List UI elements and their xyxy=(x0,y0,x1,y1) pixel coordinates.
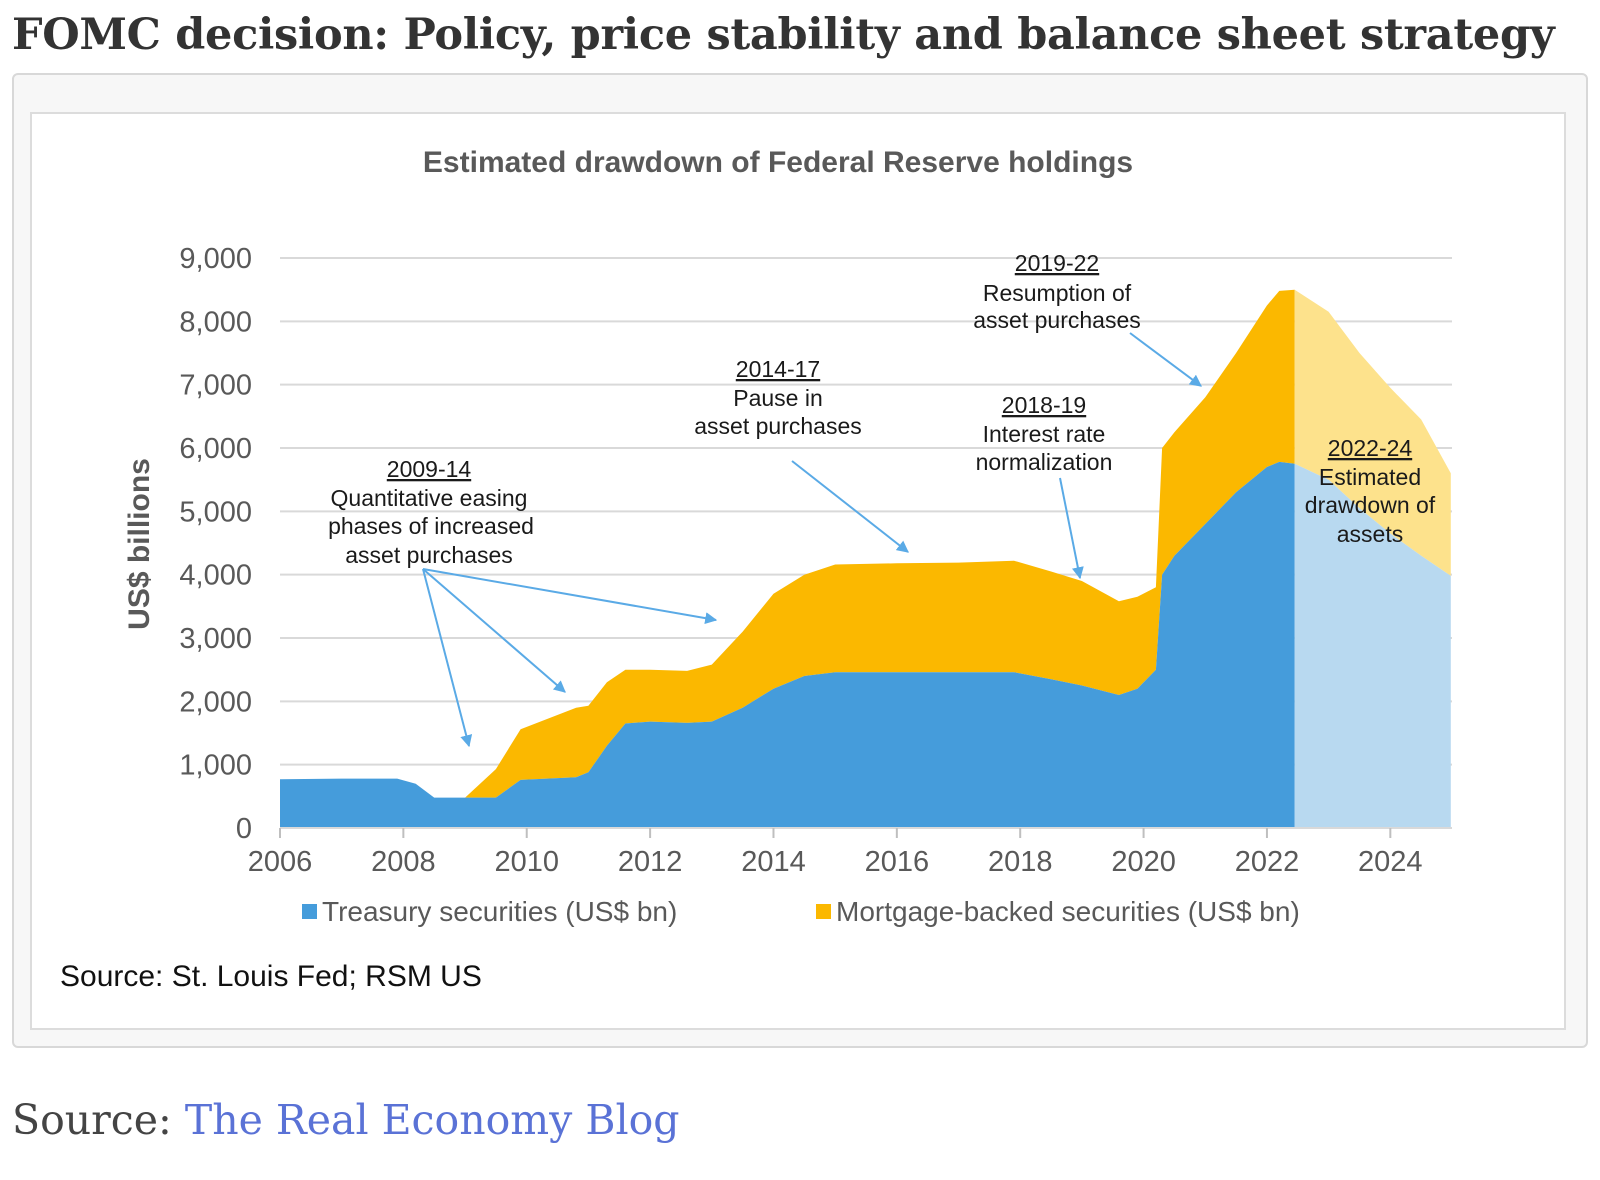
annotation-period: 2014-17 xyxy=(736,356,820,382)
x-tick-label: 2006 xyxy=(248,846,313,878)
x-tick-label: 2008 xyxy=(371,846,436,878)
fed-holdings-chart: Estimated drawdown of Federal Reserve ho… xyxy=(60,146,1452,993)
annotation-line: Resumption of xyxy=(983,280,1132,306)
annotation-arrow xyxy=(791,460,909,553)
legend-label-treasury: Treasury securities (US$ bn) xyxy=(322,896,677,927)
annotation-line: asset purchases xyxy=(345,542,512,568)
annotation-period: 2022-24 xyxy=(1328,435,1413,461)
area-mbs-estimated xyxy=(1294,289,1451,576)
y-tick-label: 2,000 xyxy=(179,686,252,718)
y-tick-label: 1,000 xyxy=(179,750,252,782)
x-tick-label: 2012 xyxy=(618,846,683,878)
y-tick-label: 4,000 xyxy=(179,560,252,592)
annotation-line: Pause in xyxy=(733,385,823,411)
area-mbs xyxy=(280,289,1295,798)
annotation-line: drawdown of xyxy=(1305,492,1436,518)
annotation-period: 2018-19 xyxy=(1002,392,1086,418)
legend-label-mbs: Mortgage-backed securities (US$ bn) xyxy=(836,896,1300,927)
annotation-line: asset purchases xyxy=(694,413,861,439)
page-title: FOMC decision: Policy, price stability a… xyxy=(12,10,1555,60)
legend: Treasury securities (US$ bn) Mortgage-ba… xyxy=(302,896,1300,927)
annotation-line: Estimated xyxy=(1319,464,1421,490)
source-link[interactable]: The Real Economy Blog xyxy=(184,1096,680,1144)
annotation-line: normalization xyxy=(976,449,1113,475)
annotation-line: asset purchases xyxy=(973,307,1140,333)
legend-swatch-mbs xyxy=(816,904,831,919)
x-tick-label: 2014 xyxy=(741,846,806,878)
annotation-2014-17: 2014-17 Pause in asset purchases xyxy=(694,356,909,553)
annotation-2009-14: 2009-14 Quantitative easing phases of in… xyxy=(328,456,718,748)
annotation-arrow xyxy=(1129,332,1202,387)
x-tick-label: 2022 xyxy=(1235,846,1300,878)
y-axis-label: US$ billions xyxy=(123,458,156,630)
chart-source-note: Source: St. Louis Fed; RSM US xyxy=(60,960,482,993)
annotation-2022-24: 2022-24 Estimated drawdown of assets xyxy=(1305,435,1436,547)
annotation-line: Interest rate xyxy=(983,421,1106,447)
chart-container: Estimated drawdown of Federal Reserve ho… xyxy=(30,112,1566,1030)
annotation-line: phases of increased xyxy=(328,513,534,539)
y-tick-label: 9,000 xyxy=(179,243,252,275)
x-tick-label: 2010 xyxy=(494,846,559,878)
x-tick-label: 2024 xyxy=(1358,846,1423,878)
annotation-arrow xyxy=(422,568,718,625)
x-tick-label: 2018 xyxy=(988,846,1053,878)
chart-title: Estimated drawdown of Federal Reserve ho… xyxy=(423,146,1133,179)
area-treasury xyxy=(280,461,1295,828)
annotation-period: 2009-14 xyxy=(387,456,472,482)
y-tick-label: 3,000 xyxy=(179,623,252,655)
x-tick-label: 2020 xyxy=(1111,846,1176,878)
legend-swatch-treasury xyxy=(302,904,317,919)
annotation-arrow xyxy=(422,568,473,748)
x-tick-label: 2016 xyxy=(865,846,930,878)
annotation-period: 2019-22 xyxy=(1015,250,1099,276)
area-treasury-estimated xyxy=(1294,463,1451,828)
source-label: Source: xyxy=(12,1096,185,1144)
y-tick-label: 7,000 xyxy=(179,370,252,402)
y-tick-label: 0 xyxy=(236,813,252,845)
y-tick-label: 6,000 xyxy=(179,433,252,465)
annotation-arrow xyxy=(1059,477,1084,580)
annotation-line: assets xyxy=(1337,521,1403,547)
page-source: Source: The Real Economy Blog xyxy=(12,1096,680,1144)
annotation-2019-22: 2019-22 Resumption of asset purchases xyxy=(973,250,1202,387)
y-tick-label: 5,000 xyxy=(179,496,252,528)
annotation-line: Quantitative easing xyxy=(331,485,528,511)
y-tick-label: 8,000 xyxy=(179,306,252,338)
annotation-arrow xyxy=(422,568,566,693)
annotation-2018-19: 2018-19 Interest rate normalization xyxy=(976,392,1113,580)
